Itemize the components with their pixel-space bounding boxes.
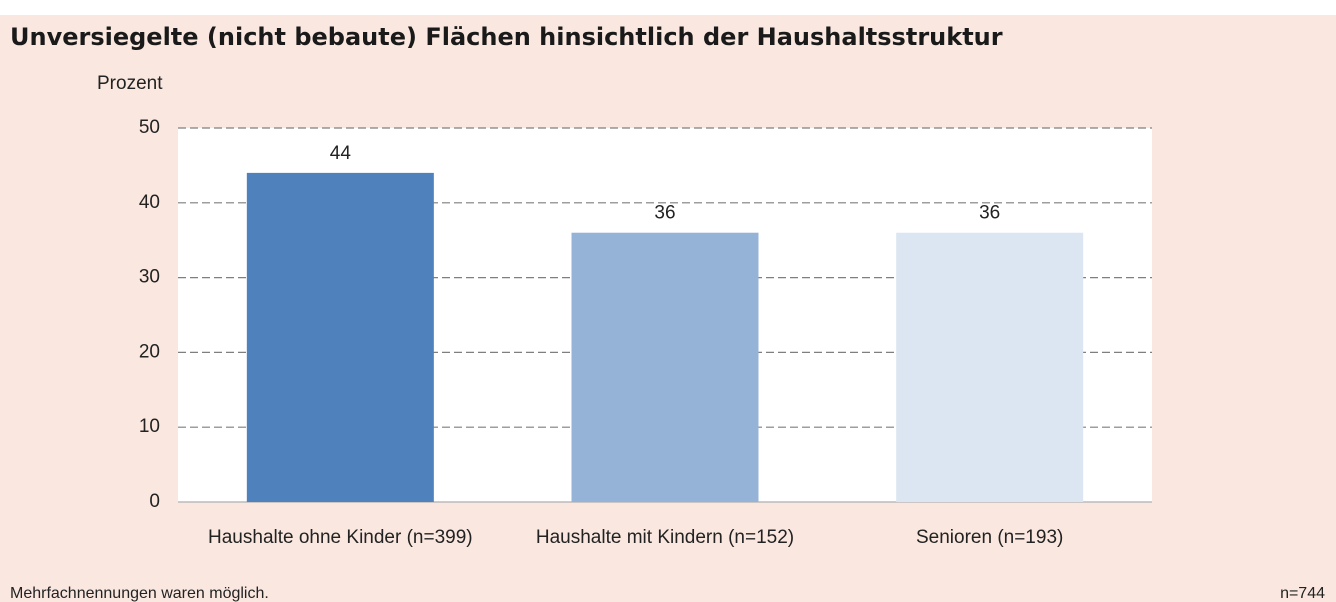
x-tick-label: Haushalte ohne Kinder (n=399) xyxy=(208,527,473,548)
bar xyxy=(246,172,434,502)
y-axis-label: Prozent xyxy=(97,73,163,94)
footnote: Mehrfachnennungen waren möglich. xyxy=(10,585,269,602)
y-tick-label: 0 xyxy=(149,491,160,512)
y-tick-label: 10 xyxy=(139,416,160,437)
y-tick-label: 30 xyxy=(139,267,160,288)
sample-size: n=744 xyxy=(1280,585,1325,602)
bar xyxy=(896,232,1084,502)
x-tick-label: Senioren (n=193) xyxy=(916,527,1063,548)
y-tick-label: 20 xyxy=(139,341,160,362)
x-tick-label: Haushalte mit Kindern (n=152) xyxy=(536,527,794,548)
y-tick-label: 40 xyxy=(139,192,160,213)
data-label: 44 xyxy=(330,143,352,164)
data-label: 36 xyxy=(979,203,1000,224)
chart-title: Unversiegelte (nicht bebaute) Flächen hi… xyxy=(10,23,1003,51)
data-label: 36 xyxy=(654,203,675,224)
bar xyxy=(571,232,759,502)
y-tick-label: 50 xyxy=(139,117,160,138)
